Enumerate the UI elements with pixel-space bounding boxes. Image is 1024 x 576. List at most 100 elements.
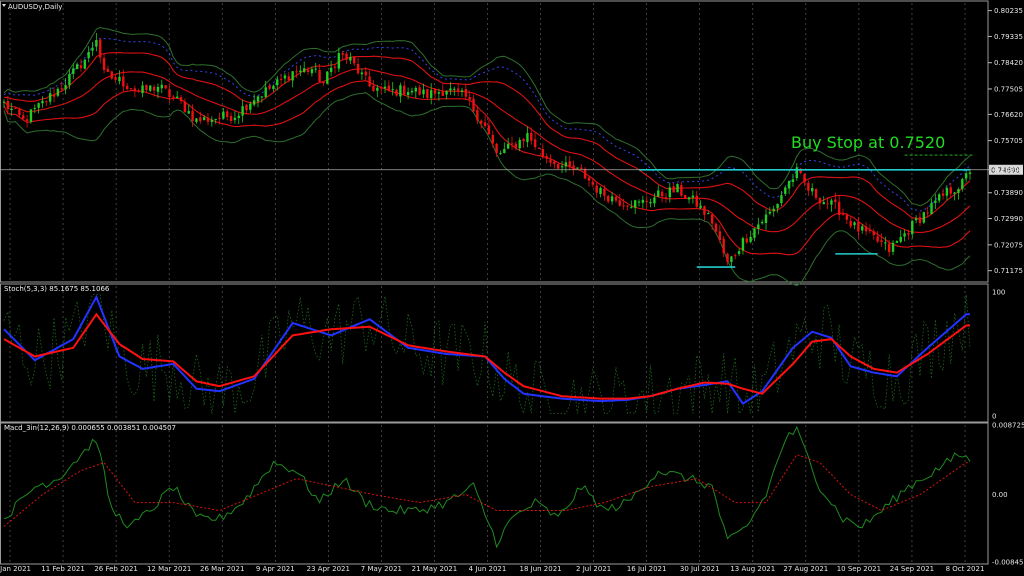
candle-body bbox=[626, 205, 629, 207]
candle-body bbox=[95, 39, 98, 47]
macd-tick-label: -0.008455 bbox=[992, 559, 1024, 567]
candle-body bbox=[649, 201, 652, 204]
candle-body bbox=[399, 85, 402, 97]
x-tick-label: 21 May 2021 bbox=[412, 565, 458, 573]
candle-body bbox=[703, 206, 706, 215]
candle-body bbox=[318, 70, 321, 83]
candle-body bbox=[676, 184, 679, 193]
candle-body bbox=[753, 228, 756, 238]
candle-body bbox=[872, 231, 875, 236]
candle-body bbox=[945, 188, 949, 196]
candle-body bbox=[83, 59, 87, 69]
x-tick-label: 27 Aug 2021 bbox=[783, 565, 828, 573]
price-levels: 0.74690 bbox=[0, 154, 1023, 268]
candle-body bbox=[907, 233, 910, 235]
x-tick-label: 30 Jul 2021 bbox=[680, 565, 720, 573]
x-tick-label: 9 Apr 2021 bbox=[256, 565, 295, 573]
candle-body bbox=[360, 72, 364, 75]
candle-body bbox=[930, 203, 933, 215]
macd-signal-line bbox=[3, 454, 971, 527]
chart-menu-icon bbox=[2, 4, 6, 7]
price-tick-label: 0.73890 bbox=[994, 189, 1023, 197]
candle-body bbox=[680, 185, 683, 196]
candle-body bbox=[345, 53, 348, 60]
grid bbox=[0, 0, 989, 565]
candle-body bbox=[653, 197, 656, 204]
candle-body bbox=[880, 240, 883, 243]
x-tick-label: 26 Feb 2021 bbox=[94, 565, 138, 573]
candle-body bbox=[726, 253, 729, 262]
buy-stop-annotation: Buy Stop at 0.7520 bbox=[791, 133, 945, 152]
stoch-raw-line bbox=[3, 294, 971, 415]
candle-body bbox=[853, 222, 856, 226]
x-tick-label: 26 Mar 2021 bbox=[200, 565, 244, 573]
candle-body bbox=[911, 220, 914, 235]
candle-body bbox=[926, 212, 929, 214]
candle-body bbox=[79, 65, 83, 69]
candle-body bbox=[514, 143, 518, 148]
x-tick-label: 18 Jun 2021 bbox=[520, 565, 562, 573]
candle-body bbox=[718, 231, 722, 241]
candle-body bbox=[757, 224, 760, 229]
candle-body bbox=[137, 90, 140, 92]
candle-body bbox=[72, 68, 75, 74]
candle-body bbox=[533, 139, 537, 148]
x-tick-label: 24 Sep 2021 bbox=[890, 565, 934, 573]
candle-body bbox=[603, 188, 606, 196]
x-tick-label: 7 May 2021 bbox=[361, 565, 402, 573]
x-tick-label: 10 Sep 2021 bbox=[837, 565, 881, 573]
candle-body bbox=[183, 101, 187, 113]
candle-body bbox=[349, 56, 352, 61]
candle-body bbox=[18, 109, 21, 116]
current-price-label: 0.74690 bbox=[991, 166, 1020, 174]
candle-body bbox=[106, 68, 110, 72]
candle-body bbox=[306, 69, 310, 72]
candle-body bbox=[406, 92, 410, 96]
candle-body bbox=[22, 115, 25, 119]
candle-body bbox=[437, 92, 441, 94]
stoch-panel-frame bbox=[0, 283, 989, 423]
x-tick-label: 8 Oct 2021 bbox=[946, 565, 985, 573]
candle-body bbox=[264, 87, 267, 97]
chart-title: AUDUSDy,Daily bbox=[8, 3, 62, 11]
candle-body bbox=[480, 120, 483, 124]
candle-body bbox=[133, 88, 137, 92]
x-tick-label: 11 Feb 2021 bbox=[41, 565, 85, 573]
candle-body bbox=[564, 162, 568, 167]
candle-body bbox=[272, 85, 275, 89]
candle-body bbox=[749, 236, 752, 242]
candle-body bbox=[780, 195, 783, 203]
stoch-d-line bbox=[3, 312, 971, 400]
candle-body bbox=[633, 200, 637, 208]
price-tick-label: 0.77505 bbox=[994, 85, 1023, 93]
candle-body bbox=[341, 53, 344, 55]
candle-body bbox=[445, 91, 448, 95]
candle-body bbox=[395, 89, 398, 96]
candle-body bbox=[291, 71, 294, 81]
candle-body bbox=[968, 172, 972, 174]
candle-body bbox=[737, 251, 741, 254]
candle-body bbox=[75, 64, 79, 70]
candle-body bbox=[576, 167, 579, 169]
candle-body bbox=[172, 96, 175, 98]
candle-body bbox=[245, 104, 248, 111]
envelope-upper bbox=[4, 52, 971, 220]
x-tick-label: 12 Mar 2021 bbox=[147, 565, 191, 573]
bollinger-bands bbox=[3, 26, 971, 287]
candle-body bbox=[472, 98, 475, 112]
candle-body bbox=[556, 164, 560, 169]
candle-body bbox=[222, 111, 225, 119]
candle-body bbox=[630, 207, 633, 209]
candle-body bbox=[734, 255, 737, 257]
candle-body bbox=[503, 149, 506, 154]
candle-body bbox=[849, 220, 852, 227]
candle-body bbox=[418, 87, 421, 95]
price-tick-label: 0.72075 bbox=[994, 241, 1023, 249]
candle-body bbox=[175, 96, 179, 99]
candle-body bbox=[837, 201, 841, 216]
candle-body bbox=[518, 139, 521, 149]
candle-body bbox=[730, 256, 733, 263]
candle-body bbox=[429, 90, 433, 98]
candle-body bbox=[591, 181, 595, 185]
